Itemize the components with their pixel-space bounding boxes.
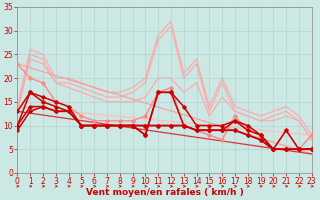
X-axis label: Vent moyen/en rafales ( km/h ): Vent moyen/en rafales ( km/h ) <box>86 188 244 197</box>
